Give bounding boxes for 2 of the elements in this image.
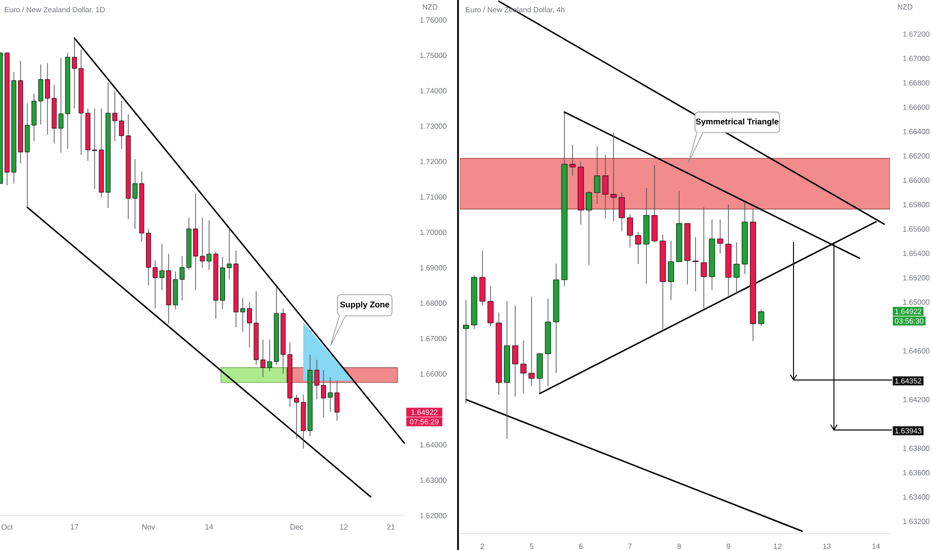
annotation: Symmetrical Triangle	[696, 118, 778, 126]
annotation: Supply Zone	[340, 301, 390, 310]
